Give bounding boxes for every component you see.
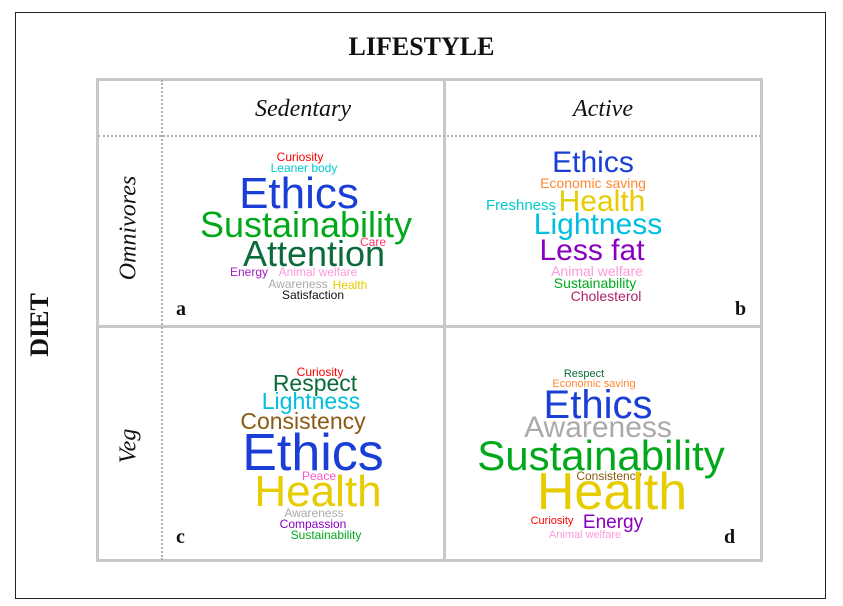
word-ethics: Ethics [242, 424, 384, 482]
word-health: Health [254, 467, 382, 516]
word-curiosity: Curiosity [276, 150, 324, 164]
word-leaner-body: Leaner body [270, 161, 338, 175]
word-care: Care [359, 235, 387, 249]
word-economic-saving: Economic saving [540, 175, 646, 191]
word-health: Health [536, 463, 688, 521]
word-cholesterol: Cholesterol [570, 288, 642, 304]
word-less-fat: Less fat [539, 234, 645, 267]
word-health: Health [558, 185, 646, 218]
word-ethics: Ethics [543, 383, 653, 427]
word-compassion: Compassion [279, 517, 347, 531]
word-sustainability: Sustainability [553, 275, 637, 291]
word-animal-welfare: Animal welfare [278, 265, 358, 279]
word-economic-saving: Economic saving [552, 378, 636, 390]
panel-label-d: d [724, 526, 736, 548]
word-awareness: Awareness [524, 411, 672, 444]
word-respect: Respect [563, 368, 605, 380]
word-lightness: Lightness [533, 208, 663, 241]
word-lightness: Lightness [261, 388, 361, 414]
word-satisfaction: Satisfaction [281, 288, 345, 302]
word-curiosity: Curiosity [296, 365, 344, 379]
word-energy: Energy [582, 512, 644, 533]
column-header-active: Active [573, 96, 633, 122]
word-curiosity: Curiosity [530, 515, 574, 527]
row-header-omnivores: Omnivores [115, 175, 142, 281]
word-consistency: Consistency [576, 469, 642, 483]
word-consistency: Consistency [240, 408, 366, 434]
word-ethics: Ethics [552, 146, 634, 179]
word-freshness: Freshness [485, 197, 557, 214]
word-animal-welfare: Animal welfare [551, 263, 643, 279]
word-animal-welfare: Animal welfare [548, 529, 622, 541]
word-awareness: Awareness [284, 506, 344, 520]
row-header-veg: Veg [115, 428, 142, 464]
quadrant-grid [96, 78, 763, 562]
word-health: Health [332, 278, 368, 292]
word-sustainability: Sustainability [477, 432, 725, 479]
panel-label-b: b [735, 298, 747, 320]
word-sustainability: Sustainability [290, 528, 362, 542]
word-ethics: Ethics [239, 169, 359, 218]
word-peace: Peace [301, 469, 337, 483]
word-attention: Attention [242, 233, 386, 274]
grid-horizontal-divider [96, 325, 763, 328]
row-header-separator [161, 80, 163, 560]
panel-label-a: a [176, 298, 186, 320]
diet-title: DIET [25, 293, 54, 357]
word-awareness: Awareness [268, 277, 328, 291]
word-energy: Energy [229, 265, 269, 279]
panel-label-c: c [176, 526, 185, 548]
grid-vertical-divider [443, 78, 446, 562]
column-header-sedentary: Sedentary [255, 96, 351, 122]
lifestyle-title: LIFESTYLE [348, 32, 495, 61]
word-sustainability: Sustainability [199, 204, 413, 245]
figure-frame [15, 12, 826, 599]
word-respect: Respect [272, 370, 358, 396]
column-header-separator [98, 135, 761, 137]
